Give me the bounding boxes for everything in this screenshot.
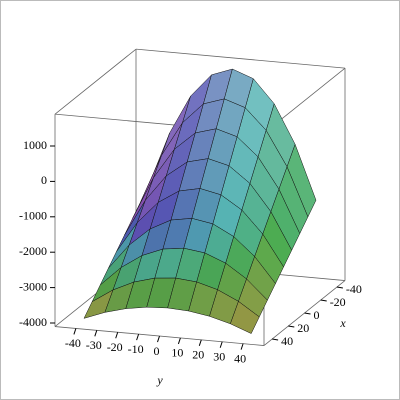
- x-tick-label: -20: [330, 295, 346, 309]
- x-axis-label: x: [339, 316, 346, 330]
- z-tick-label: -1000: [19, 209, 47, 223]
- x-tick: [272, 338, 279, 341]
- y-tick-label: 40: [234, 351, 246, 365]
- z-tick-label: 1000: [23, 138, 47, 152]
- y-tick-label: 10: [171, 346, 183, 360]
- z-tick-label: -4000: [19, 315, 47, 329]
- y-tick: [94, 330, 98, 337]
- z-tick-label: 0: [41, 173, 47, 187]
- y-tick: [198, 339, 202, 346]
- y-tick: [115, 332, 119, 339]
- y-tick-label: 0: [154, 344, 160, 358]
- x-tick-label: -40: [346, 282, 362, 296]
- x-tick: [336, 286, 343, 289]
- x-tick: [304, 312, 311, 315]
- x-tick: [288, 325, 295, 328]
- y-axis-label: y: [156, 373, 163, 387]
- y-tick: [73, 328, 77, 335]
- surface: [83, 68, 317, 334]
- z-tick-label: -3000: [19, 279, 47, 293]
- x-tick: [320, 299, 327, 302]
- z-tick-label: -2000: [19, 244, 47, 258]
- y-tick-label: -30: [86, 338, 102, 352]
- y-tick-label: -20: [107, 340, 123, 354]
- y-tick-label: 30: [213, 349, 225, 363]
- y-tick-label: -10: [128, 342, 144, 356]
- y-tick-label: 20: [192, 348, 204, 362]
- y-tick: [177, 337, 181, 345]
- axes: 1000 0 -1000 -2000 -3000 -4000 -40 -30 -20 -10 0 10…: [19, 138, 362, 387]
- y-tick: [157, 335, 160, 343]
- box-edge: [135, 48, 346, 69]
- box-edge: [54, 48, 137, 115]
- y-tick: [219, 341, 223, 348]
- x-tick-label: 20: [297, 321, 309, 335]
- y-tick: [240, 343, 244, 350]
- x-tick-label: 40: [281, 334, 293, 348]
- y-tick-label: -40: [65, 336, 81, 350]
- x-tick-label: 0: [314, 308, 320, 322]
- surface-patch: [167, 277, 197, 312]
- y-tick: [136, 333, 140, 341]
